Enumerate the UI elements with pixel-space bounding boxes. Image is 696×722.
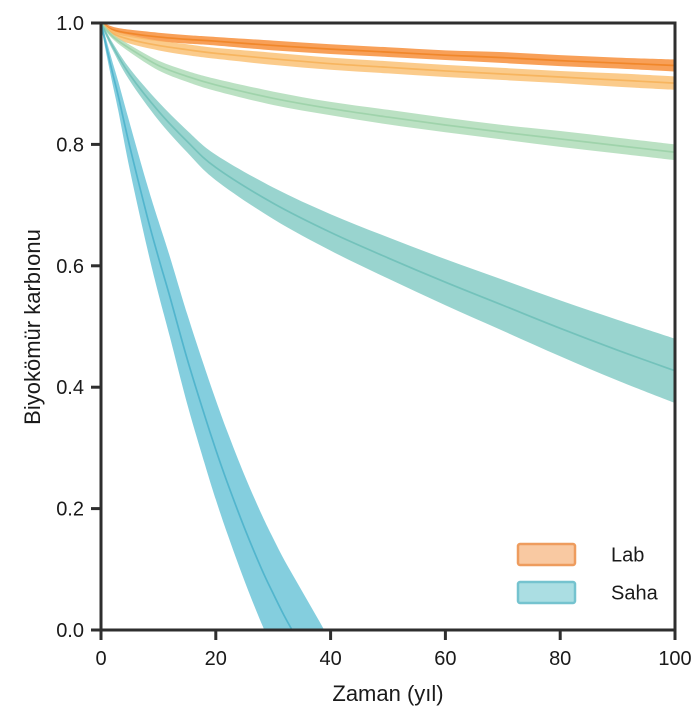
band-lab-band-2 — [101, 23, 675, 90]
x-tick-label-20: 20 — [205, 648, 227, 670]
y-axis-title: Biyokömür karbıonu — [20, 229, 45, 425]
legend: Lab Saha — [516, 542, 659, 605]
x-tick-label-80: 80 — [549, 648, 571, 670]
legend-swatch-lab — [516, 542, 577, 567]
y-tick-label-0.8: 0.8 — [56, 134, 84, 156]
series-bands-layer — [101, 23, 675, 630]
x-tick-label-40: 40 — [319, 648, 341, 670]
x-tick-label-0: 0 — [95, 648, 106, 670]
x-tick-label-100: 100 — [658, 648, 691, 670]
legend-label-saha: Saha — [611, 583, 659, 605]
x-axis-title: Zaman (yıl) — [332, 681, 443, 706]
y-tick-label-0.2: 0.2 — [56, 499, 84, 521]
legend-swatch-saha — [516, 580, 577, 605]
band-saha-band-3 — [101, 23, 325, 630]
y-tick-label-0.0: 0.0 — [56, 620, 84, 642]
axis-ticks-layer — [91, 21, 677, 640]
y-tick-label-0.4: 0.4 — [56, 377, 84, 399]
band-saha-band-2 — [101, 23, 675, 403]
legend-label-lab: Lab — [611, 545, 644, 567]
axes-frame-layer — [99, 21, 677, 632]
centerline-lab-band-2 — [101, 23, 675, 84]
y-tick-label-0.6: 0.6 — [56, 256, 84, 278]
centerline-saha-band-3 — [101, 23, 294, 630]
axis-tick-labels-layer: 0 20 40 60 80 100 0.0 0.2 0.4 0.6 0.8 1.0 — [56, 13, 692, 670]
x-tick-label-60: 60 — [434, 648, 456, 670]
centerline-saha-band-2 — [101, 23, 675, 372]
plot-frame — [99, 21, 677, 632]
y-tick-label-1.0: 1.0 — [56, 13, 84, 35]
centerline-saha-band-1 — [101, 23, 675, 154]
centerline-lab-band-1 — [101, 23, 675, 67]
